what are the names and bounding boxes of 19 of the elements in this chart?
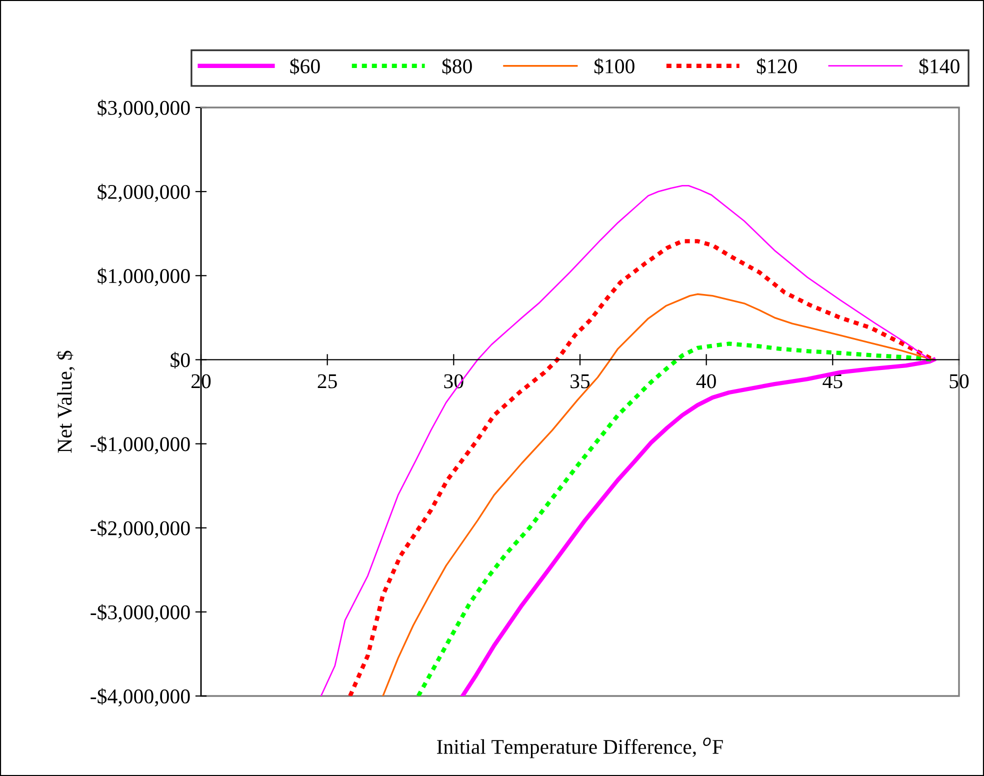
x-tick-label: 50 — [950, 374, 969, 388]
x-tick-label: 25 — [318, 374, 337, 388]
y-tick-label: -$3,000,000 — [90, 604, 190, 622]
y-tick-label: $0 — [170, 352, 190, 369]
legend-label: $140 — [919, 58, 960, 75]
y-tick-label: $3,000,000 — [98, 100, 190, 118]
legend-label: $120 — [756, 58, 797, 75]
y-tick-label: -$2,000,000 — [90, 520, 190, 538]
legend-label: $60 — [290, 58, 320, 75]
y-tick-label: -$4,000,000 — [90, 688, 190, 706]
x-tick-label: 40 — [696, 374, 716, 388]
x-tick-label: 35 — [570, 374, 590, 388]
y-tick-label: $2,000,000 — [98, 184, 190, 202]
legend-label: $80 — [442, 58, 472, 75]
x-axis-title: Initial Temperature Difference, $^{o}$F — [437, 738, 723, 758]
y-axis-title: Net Value, $ — [56, 350, 75, 453]
legend-label: $100 — [594, 58, 634, 75]
y-tick-label: $1,000,000 — [98, 268, 190, 286]
y-tick-label: -$1,000,000 — [90, 436, 190, 454]
